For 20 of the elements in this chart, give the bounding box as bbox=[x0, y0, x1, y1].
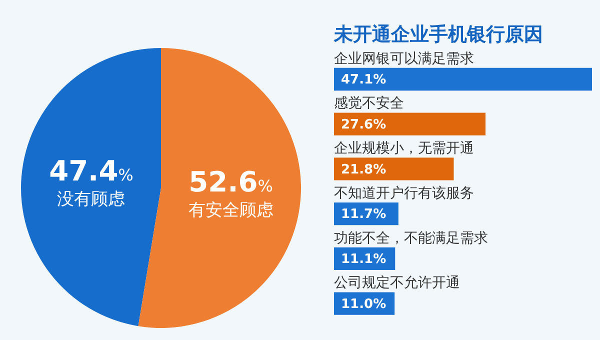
y-tick-label: 企业网银可以满足需求 bbox=[334, 50, 474, 67]
data-label: 27.6% bbox=[341, 117, 386, 132]
chart-title: 未开通企业手机银行原因 bbox=[333, 23, 543, 46]
data-label: 47.4% bbox=[49, 154, 134, 188]
data-label: 47.1% bbox=[341, 72, 386, 88]
y-tick-label: 不知道开户行有该服务 bbox=[334, 185, 474, 202]
data-label: 11.0% bbox=[341, 296, 386, 312]
data-label: 21.8% bbox=[341, 162, 386, 178]
data-label: 11.7% bbox=[341, 207, 386, 222]
bar bbox=[334, 112, 486, 136]
bar bbox=[334, 68, 592, 91]
data-label: 11.1% bbox=[341, 252, 386, 268]
data-label: 52.6% bbox=[188, 166, 273, 199]
y-tick-label: 公司规定不允许开通 bbox=[334, 275, 460, 292]
y-tick-label: 感觉不安全 bbox=[334, 96, 404, 112]
slice-label: 有安全顾虑 bbox=[188, 200, 274, 221]
y-tick-label: 企业规模小，无需开通 bbox=[334, 140, 474, 157]
bar bbox=[334, 158, 454, 180]
slice-label: 没有顾虑 bbox=[57, 189, 126, 210]
y-tick-label: 功能不全，不能满足需求 bbox=[334, 230, 488, 246]
